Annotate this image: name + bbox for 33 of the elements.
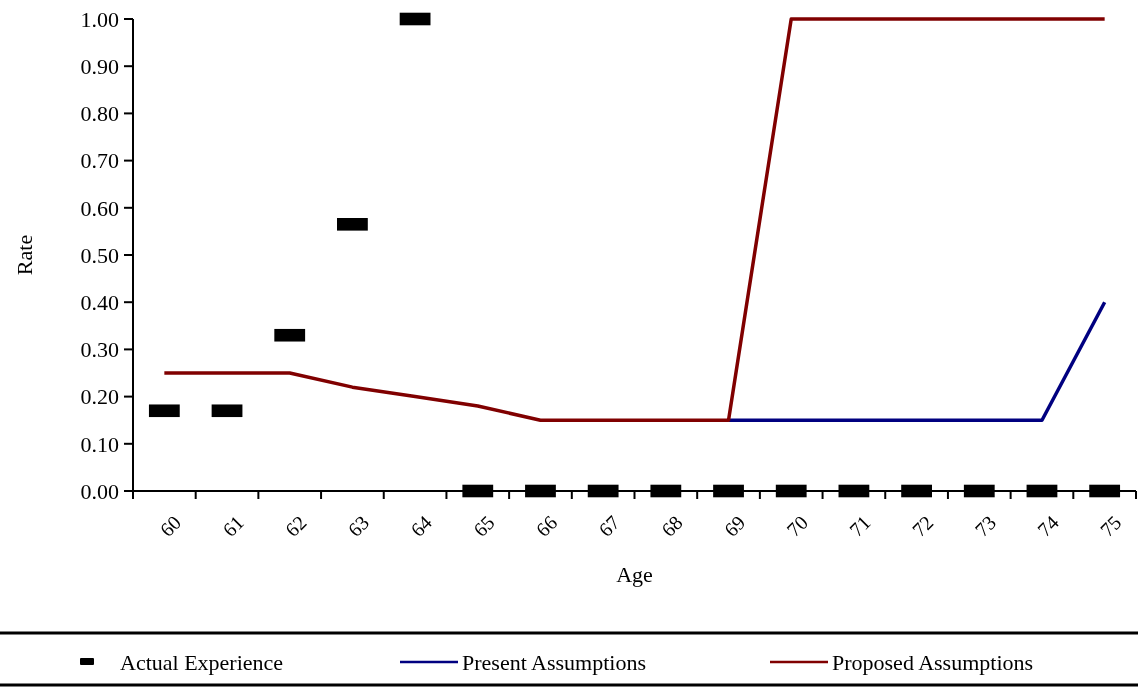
legend-label: Proposed Assumptions (832, 649, 1034, 675)
y-tick-label: 0.10 (80, 431, 119, 457)
x-tick-label: 66 (531, 511, 562, 541)
x-tick-label: 65 (468, 511, 499, 541)
x-tick-label: 73 (970, 511, 1001, 541)
x-tick-label: 63 (343, 511, 374, 541)
x-tick-label: 71 (845, 511, 875, 541)
y-tick-label: 0.40 (80, 289, 119, 315)
y-tick-label: 0.70 (80, 148, 119, 174)
x-tick-label: 72 (907, 511, 938, 541)
x-tick-label: 69 (719, 511, 750, 541)
y-tick-label: 0.20 (80, 384, 119, 410)
legend-label: Actual Experience (120, 649, 284, 675)
x-tick-label: 68 (656, 511, 687, 541)
legend-label: Present Assumptions (462, 649, 646, 675)
x-tick-label: 64 (406, 511, 436, 541)
y-tick-label: 0.90 (80, 53, 119, 79)
y-tick-label: 0.00 (80, 478, 119, 504)
y-tick-label: 0.60 (80, 195, 119, 221)
x-tick-label: 74 (1033, 511, 1063, 541)
line-series (162, 17, 1107, 422)
x-tick-label: 62 (280, 511, 311, 541)
y-tick-label: 0.80 (80, 101, 119, 127)
y-axis-title: Rate (12, 234, 37, 276)
x-tick-label: 70 (782, 511, 813, 541)
x-tick-label: 60 (155, 511, 186, 541)
y-tick-label: 0.50 (80, 242, 119, 268)
y-tick-label: 1.00 (80, 6, 119, 32)
x-tick-label: 61 (218, 511, 248, 541)
x-tick-label: 75 (1095, 511, 1126, 541)
x-tick-label: 67 (594, 511, 625, 541)
y-tick-label: 0.30 (80, 337, 119, 363)
x-axis-title: Age (616, 562, 653, 587)
